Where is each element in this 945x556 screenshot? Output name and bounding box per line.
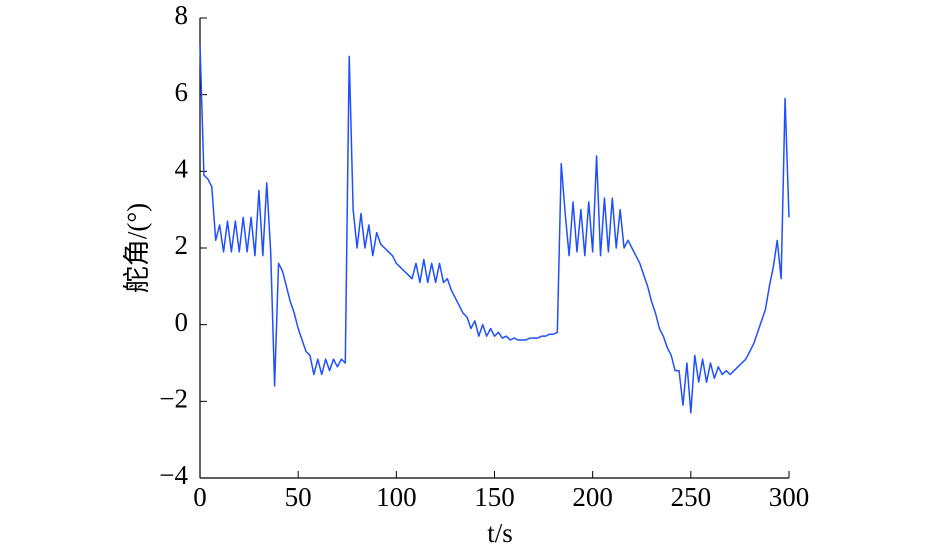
y-tick-label: −2 — [159, 384, 188, 414]
x-tick-label: 100 — [376, 482, 417, 512]
x-axis-label: t/s — [487, 518, 513, 548]
y-tick-label: 4 — [175, 154, 189, 184]
x-tick-label: 200 — [572, 482, 613, 512]
x-tick-label: 50 — [285, 482, 312, 512]
x-tick-label: 150 — [474, 482, 515, 512]
x-tick-label: 250 — [671, 482, 712, 512]
x-tick-label: 300 — [769, 482, 810, 512]
data-line — [199, 44, 790, 414]
x-tick-label: 0 — [193, 482, 207, 512]
y-tick-label: 6 — [175, 77, 189, 107]
y-tick-label: 8 — [175, 0, 189, 30]
y-tick-label: 2 — [175, 230, 189, 260]
y-tick-label: −4 — [159, 460, 188, 490]
y-tick-label: 0 — [175, 307, 189, 337]
y-axis-label: 舵角/(°) — [122, 203, 152, 293]
